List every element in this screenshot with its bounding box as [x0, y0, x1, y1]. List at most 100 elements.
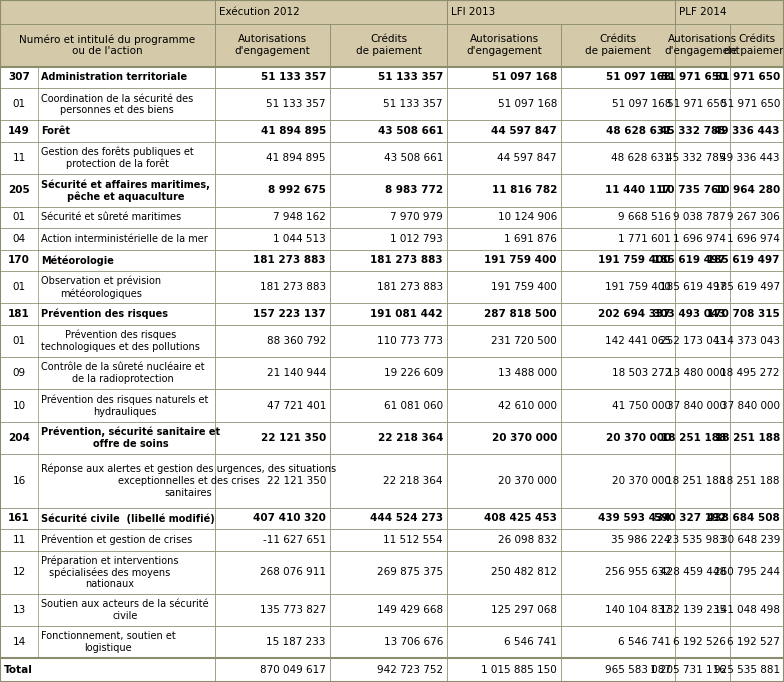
- Bar: [730, 271, 784, 303]
- Bar: [675, 271, 730, 303]
- Bar: [0, 325, 215, 357]
- Text: 01: 01: [13, 336, 26, 346]
- Text: Coordination de la sécurité des
personnes et des biens: Coordination de la sécurité des personne…: [41, 93, 193, 115]
- Bar: [561, 67, 675, 88]
- Bar: [215, 121, 330, 142]
- Text: 170 708 315: 170 708 315: [707, 309, 780, 319]
- Text: 51 971 650: 51 971 650: [715, 72, 780, 83]
- Text: Autorisations
d'engagement: Autorisations d'engagement: [466, 34, 542, 56]
- Text: 181 273 883: 181 273 883: [370, 255, 443, 265]
- Bar: [730, 454, 784, 507]
- Bar: [561, 228, 675, 250]
- Bar: [730, 303, 784, 325]
- Text: 161: 161: [8, 514, 30, 524]
- Text: 20 370 000: 20 370 000: [498, 476, 557, 486]
- Text: 191 759 400: 191 759 400: [598, 255, 671, 265]
- Bar: [215, 67, 330, 88]
- Text: 269 875 375: 269 875 375: [377, 567, 443, 577]
- Bar: [447, 529, 561, 551]
- Text: 01: 01: [13, 282, 26, 292]
- Bar: [675, 0, 784, 24]
- Bar: [730, 175, 784, 207]
- Bar: [330, 551, 447, 594]
- Bar: [447, 507, 561, 529]
- Bar: [0, 0, 215, 24]
- Bar: [561, 421, 675, 454]
- Text: 13 480 000: 13 480 000: [667, 368, 726, 379]
- Bar: [730, 529, 784, 551]
- Bar: [675, 250, 730, 271]
- Bar: [561, 175, 675, 207]
- Text: 49 336 443: 49 336 443: [720, 153, 780, 163]
- Bar: [215, 175, 330, 207]
- Text: 45 332 785: 45 332 785: [660, 126, 726, 136]
- Bar: [561, 24, 675, 67]
- Text: Numéro et intitulé du programme
ou de l'action: Numéro et intitulé du programme ou de l'…: [20, 34, 195, 56]
- Text: 20 370 000: 20 370 000: [492, 433, 557, 443]
- Text: 6 192 527: 6 192 527: [727, 637, 780, 647]
- Bar: [330, 421, 447, 454]
- Bar: [0, 658, 215, 682]
- Bar: [561, 551, 675, 594]
- Text: 181: 181: [8, 309, 30, 319]
- Bar: [561, 207, 675, 228]
- Bar: [330, 626, 447, 658]
- Text: 41 894 895: 41 894 895: [261, 126, 326, 136]
- Text: Crédits
de paiement: Crédits de paiement: [356, 34, 422, 56]
- Text: 1 205 731 116: 1 205 731 116: [650, 665, 726, 675]
- Bar: [561, 529, 675, 551]
- Text: 13 488 000: 13 488 000: [498, 368, 557, 379]
- Bar: [561, 507, 675, 529]
- Text: 202 694 337: 202 694 337: [598, 309, 671, 319]
- Bar: [0, 626, 215, 658]
- Text: 1 015 885 150: 1 015 885 150: [481, 665, 557, 675]
- Bar: [0, 207, 215, 228]
- Bar: [330, 529, 447, 551]
- Text: 22 121 350: 22 121 350: [261, 433, 326, 443]
- Text: 26 098 832: 26 098 832: [498, 535, 557, 545]
- Bar: [675, 551, 730, 594]
- Text: 407 410 320: 407 410 320: [253, 514, 326, 524]
- Text: Météorologie: Météorologie: [41, 255, 114, 265]
- Bar: [215, 207, 330, 228]
- Text: 965 583 087: 965 583 087: [605, 665, 671, 675]
- Bar: [330, 24, 447, 67]
- Text: 13: 13: [13, 605, 26, 615]
- Bar: [215, 551, 330, 594]
- Bar: [0, 594, 215, 626]
- Text: 51 971 650: 51 971 650: [661, 72, 726, 83]
- Text: 250 482 812: 250 482 812: [491, 567, 557, 577]
- Bar: [330, 325, 447, 357]
- Text: 10 964 280: 10 964 280: [715, 186, 780, 196]
- Bar: [0, 303, 215, 325]
- Bar: [0, 454, 215, 507]
- Text: Sécurité et sûreté maritimes: Sécurité et sûreté maritimes: [41, 212, 181, 222]
- Bar: [0, 551, 215, 594]
- Text: 438 684 508: 438 684 508: [707, 514, 780, 524]
- Text: 157 223 137: 157 223 137: [253, 309, 326, 319]
- Bar: [675, 325, 730, 357]
- Bar: [561, 271, 675, 303]
- Bar: [0, 421, 215, 454]
- Bar: [675, 507, 730, 529]
- Text: 181 273 883: 181 273 883: [260, 282, 326, 292]
- Text: 19 226 609: 19 226 609: [383, 368, 443, 379]
- Bar: [730, 67, 784, 88]
- Bar: [561, 357, 675, 389]
- Bar: [730, 421, 784, 454]
- Text: 181 273 883: 181 273 883: [253, 255, 326, 265]
- Bar: [330, 271, 447, 303]
- Bar: [561, 325, 675, 357]
- Bar: [447, 271, 561, 303]
- Text: 49 336 443: 49 336 443: [714, 126, 780, 136]
- Bar: [215, 142, 330, 175]
- Text: 9 267 306: 9 267 306: [728, 212, 780, 222]
- Bar: [330, 507, 447, 529]
- Text: 37 840 000: 37 840 000: [667, 400, 726, 411]
- Bar: [215, 303, 330, 325]
- Bar: [675, 142, 730, 175]
- Bar: [215, 0, 447, 24]
- Bar: [730, 142, 784, 175]
- Bar: [447, 67, 561, 88]
- Bar: [0, 142, 215, 175]
